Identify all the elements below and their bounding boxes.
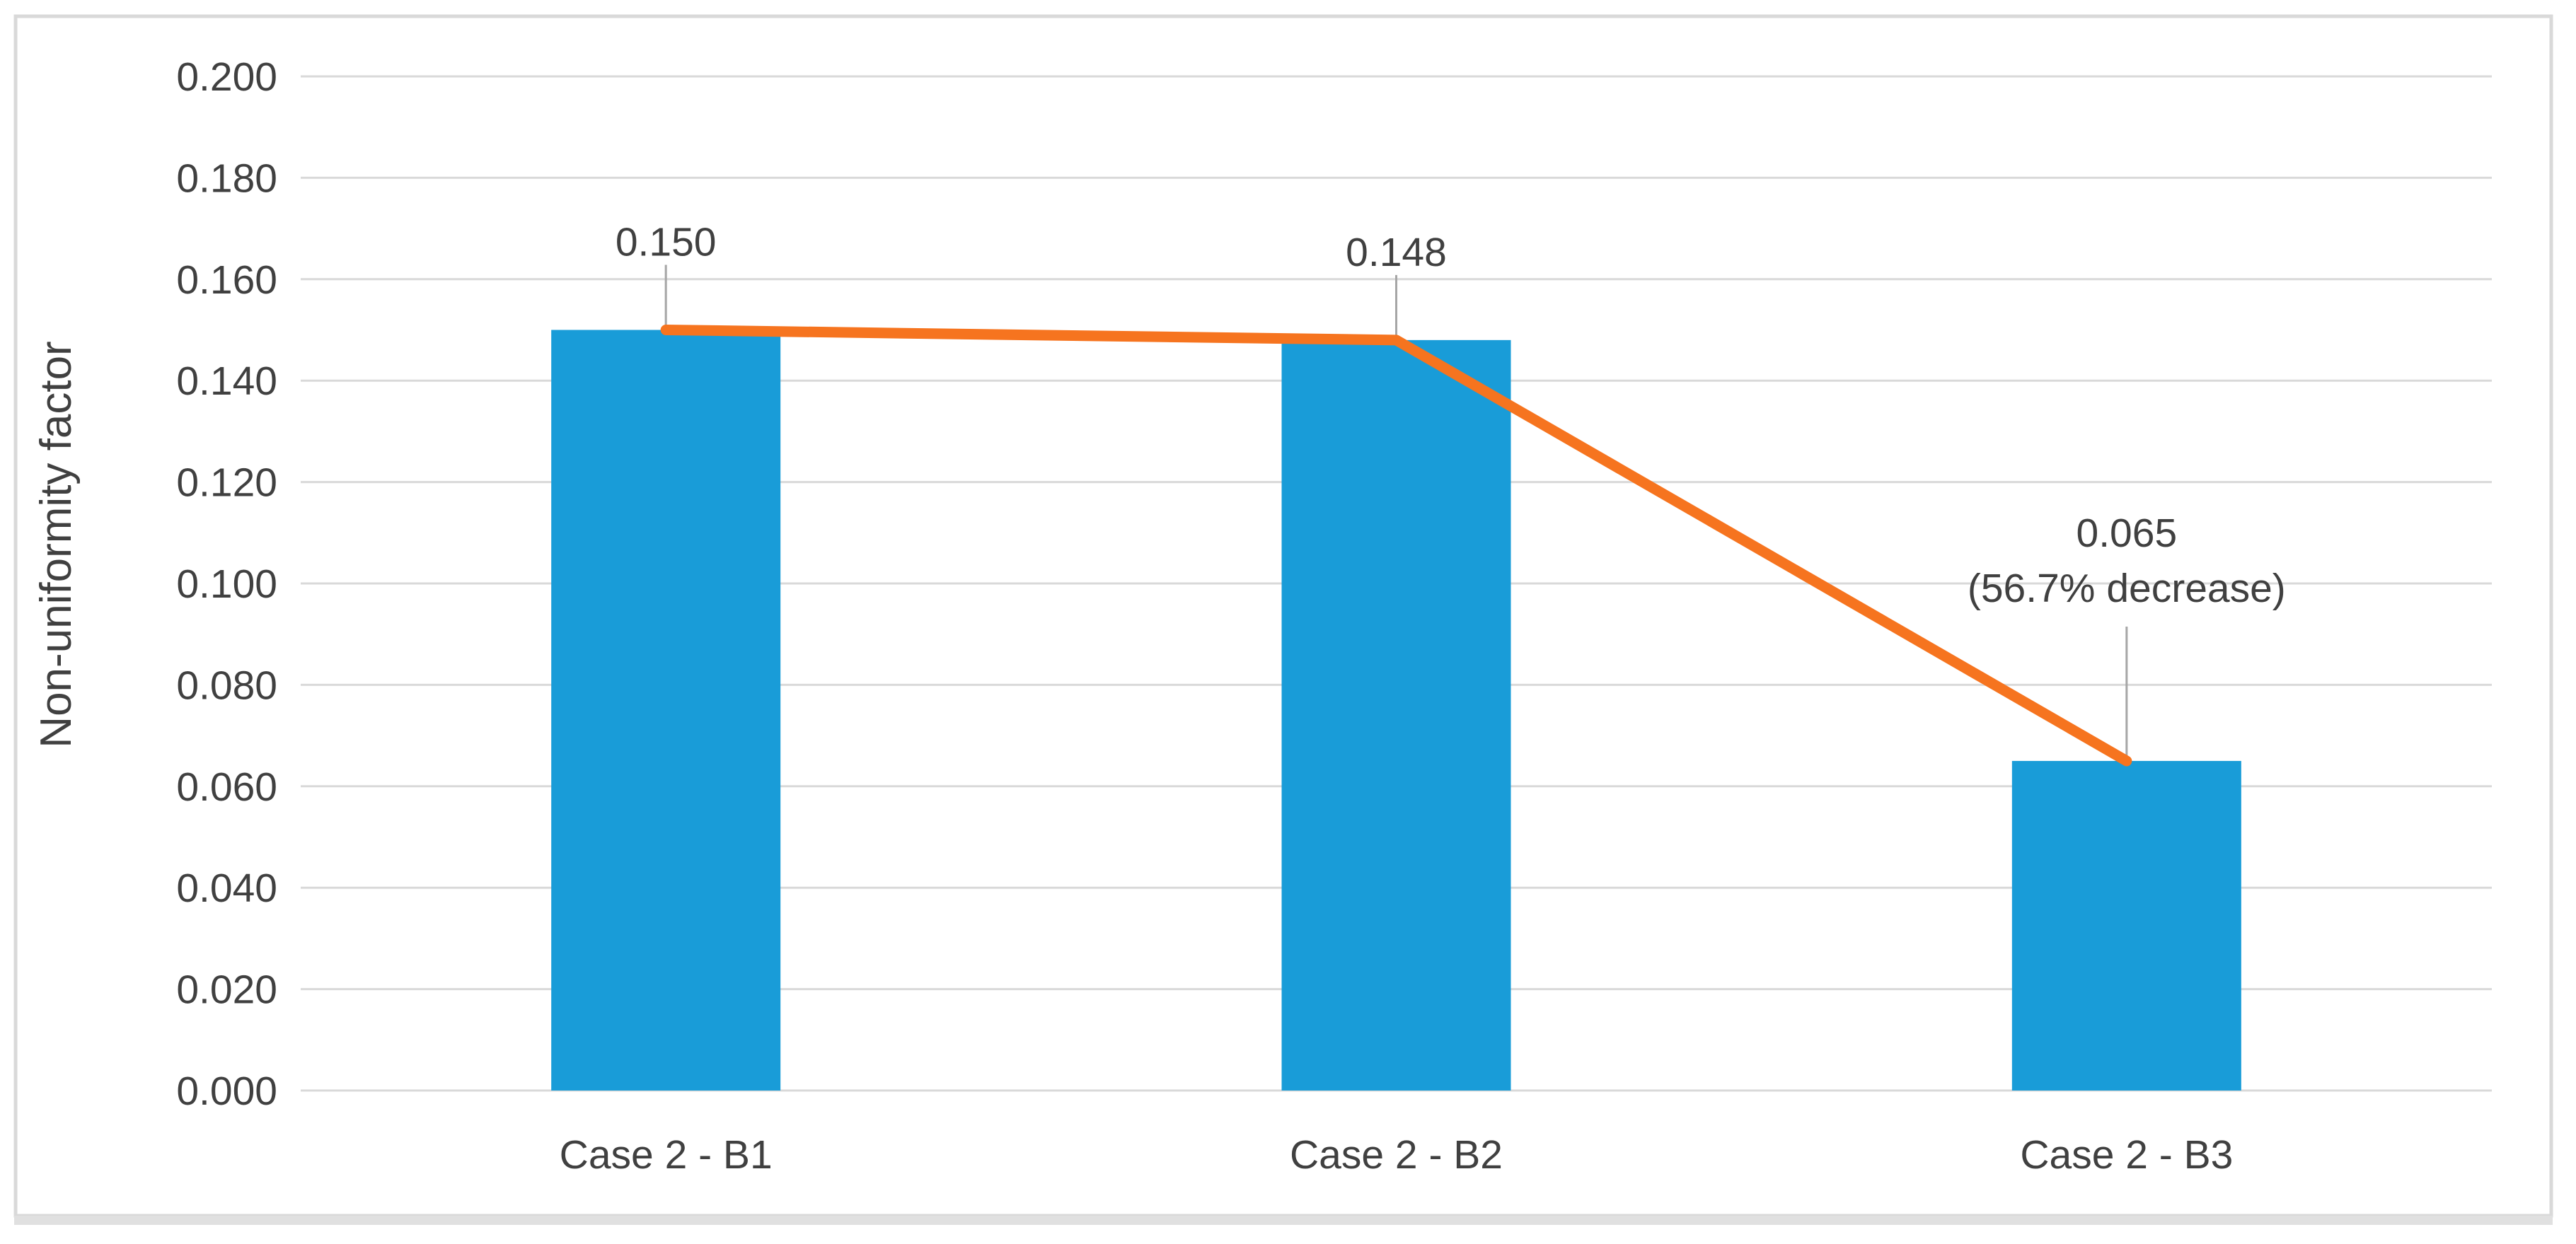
y-tick-label: 0.120	[176, 460, 277, 506]
bar	[551, 330, 781, 1091]
y-tick-label: 0.160	[176, 257, 277, 303]
x-category-label: Case 2 - B2	[1290, 1132, 1503, 1178]
bar-series	[551, 330, 2241, 1091]
y-tick-label: 0.100	[176, 562, 277, 607]
y-tick-label: 0.020	[176, 967, 277, 1013]
y-tick-label: 0.140	[176, 359, 277, 404]
y-axis-tick-labels: 0.000 0.020 0.040 0.060 0.080 0.100 0.120 0.140…	[176, 54, 277, 1114]
trend-line	[660, 325, 2132, 767]
y-tick-label: 0.180	[176, 156, 277, 201]
y-tick-label: 0.200	[176, 54, 277, 100]
x-axis-category-labels: Case 2 - B1 Case 2 - B2 Case 2 - B3	[560, 1132, 2234, 1178]
y-tick-label: 0.000	[176, 1069, 277, 1114]
chart-border-bottom-band	[14, 1216, 2553, 1225]
data-label: 0.150	[616, 220, 717, 265]
bar	[1281, 339, 1511, 1091]
data-label: (56.7% decrease)	[1968, 566, 2286, 611]
data-label: 0.148	[1346, 230, 1447, 275]
data-labels: 0.150 0.148 0.065 (56.7% decrease)	[616, 220, 2286, 611]
x-category-label: Case 2 - B3	[2020, 1132, 2233, 1178]
y-tick-label: 0.060	[176, 765, 277, 810]
x-category-label: Case 2 - B1	[560, 1132, 773, 1178]
data-label-leader-lines	[664, 265, 2128, 760]
y-axis-title: Non-uniformity factor	[32, 341, 81, 748]
bar	[2011, 760, 2241, 1091]
y-tick-label: 0.080	[176, 663, 277, 708]
y-tick-label: 0.040	[176, 866, 277, 911]
data-label: 0.065	[2077, 511, 2178, 556]
